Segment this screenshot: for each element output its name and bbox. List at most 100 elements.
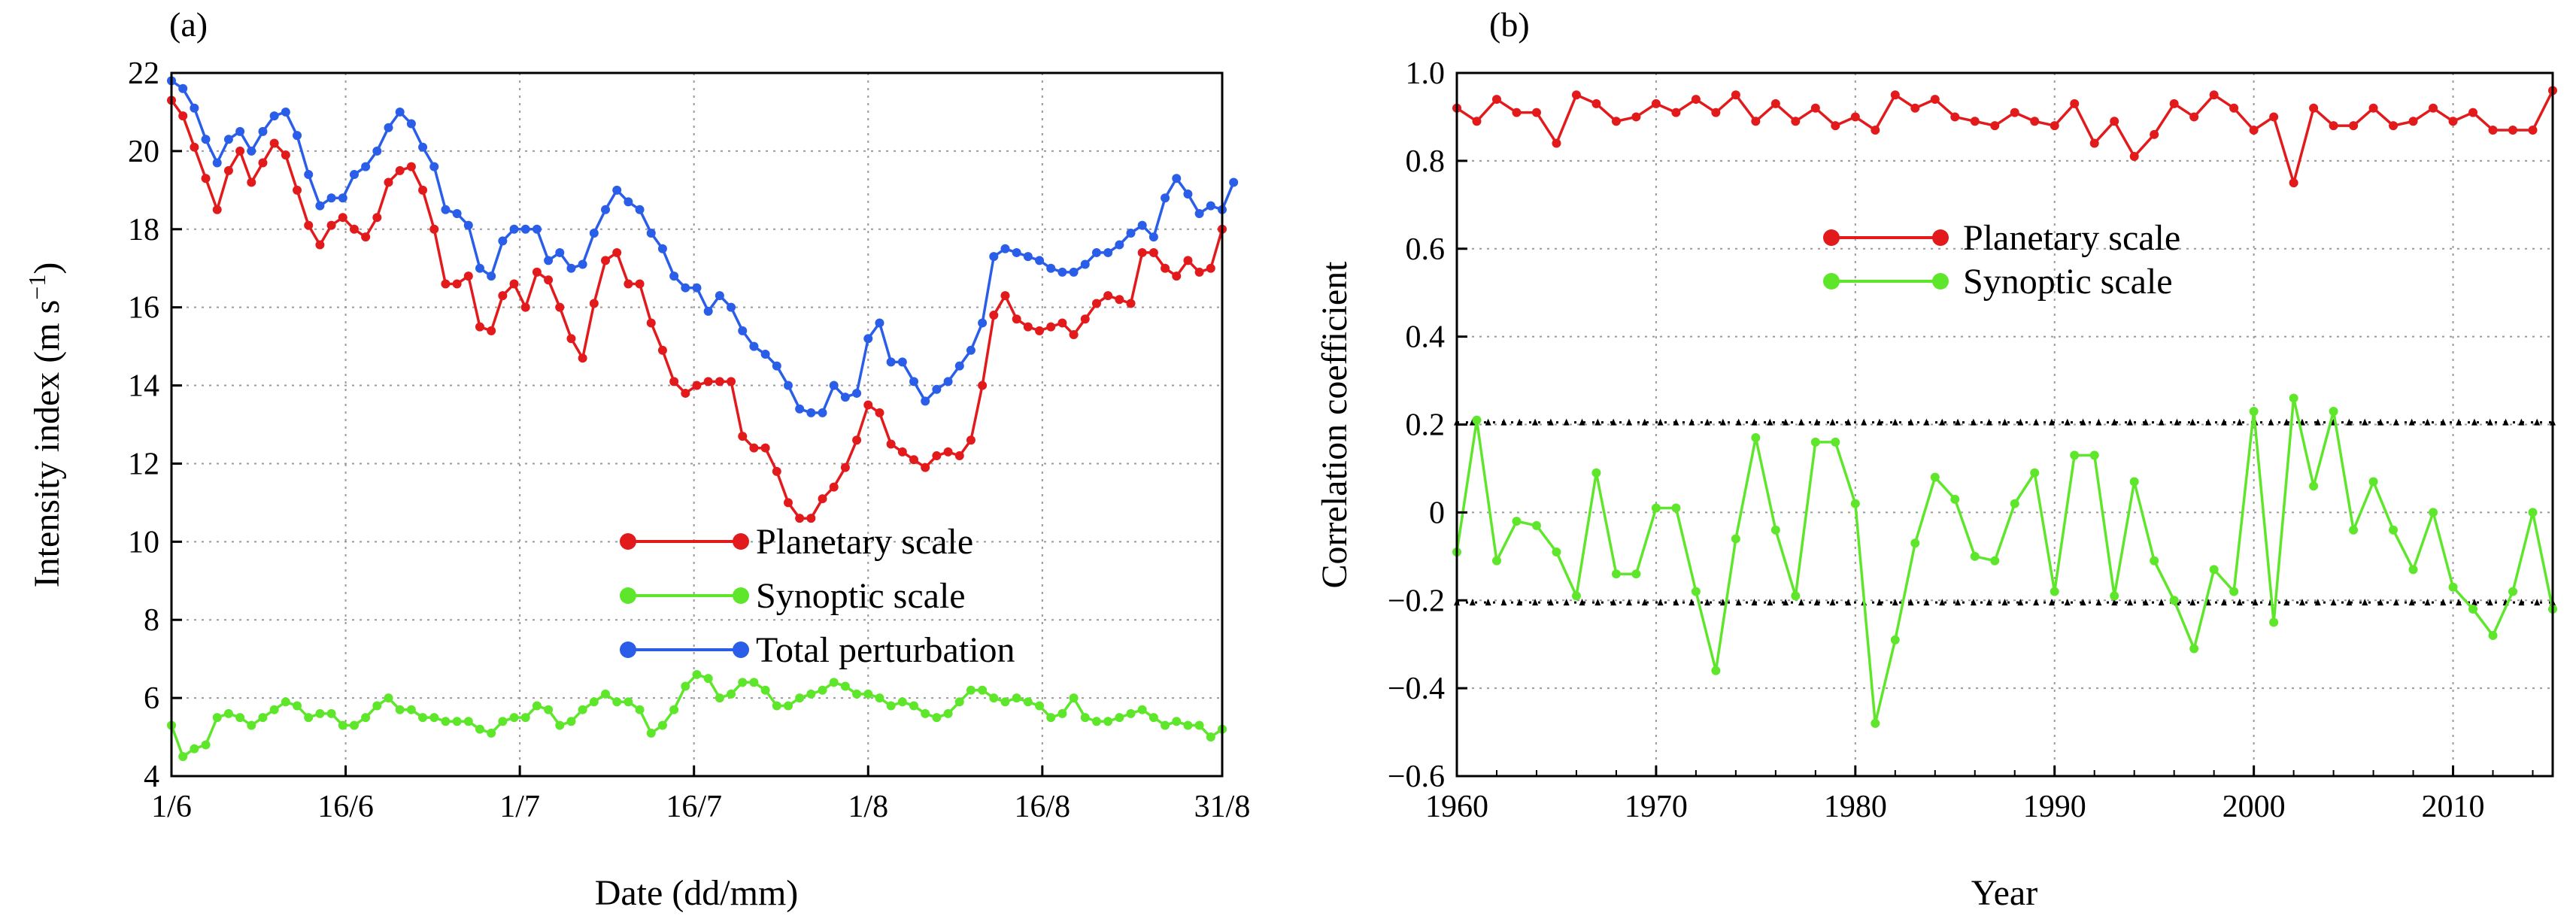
data-point xyxy=(1950,112,1960,122)
significance-marker xyxy=(2064,599,2071,606)
data-point xyxy=(178,752,188,762)
data-point xyxy=(201,135,211,144)
data-point xyxy=(2229,587,2239,596)
data-point xyxy=(361,232,371,242)
data-point xyxy=(772,701,781,711)
data-point xyxy=(475,263,484,273)
panel-a-plot-frame xyxy=(170,71,1224,778)
significance-marker xyxy=(1704,418,1711,426)
data-point xyxy=(406,119,416,129)
data-point xyxy=(463,717,473,726)
data-point xyxy=(2488,125,2498,135)
data-point xyxy=(315,708,325,718)
data-point xyxy=(1850,499,1860,508)
panel-a-series xyxy=(167,76,1239,762)
data-point xyxy=(395,165,405,175)
significance-marker xyxy=(2111,599,2118,606)
significance-marker xyxy=(2252,599,2259,606)
data-point xyxy=(1810,103,1820,113)
data-point xyxy=(1552,547,1561,557)
data-point xyxy=(532,701,542,711)
data-point xyxy=(1194,209,1204,218)
significance-marker xyxy=(2440,418,2447,426)
data-point xyxy=(349,224,359,234)
data-point xyxy=(806,514,816,523)
significance-marker xyxy=(1610,599,1617,606)
data-point xyxy=(1046,713,1056,723)
data-point xyxy=(372,701,382,711)
data-point xyxy=(1103,247,1113,257)
y-tick-label: 1.0 xyxy=(1406,56,1446,91)
y-tick-label: 20 xyxy=(128,135,159,169)
significance-marker xyxy=(2502,418,2509,426)
data-point xyxy=(1069,693,1079,703)
data-point xyxy=(1791,117,1801,126)
data-point xyxy=(258,158,268,168)
data-point xyxy=(418,185,428,195)
significance-marker xyxy=(1970,418,1977,426)
x-tick-label: 1/8 xyxy=(848,790,888,824)
data-point xyxy=(921,708,930,718)
y-tick-label: 0.6 xyxy=(1406,232,1446,267)
data-point xyxy=(1035,256,1045,265)
data-point xyxy=(2528,508,2538,517)
significance-marker xyxy=(1673,418,1679,426)
data-point xyxy=(1571,591,1581,601)
data-point xyxy=(1126,708,1136,718)
significance-marker xyxy=(1704,599,1711,606)
data-point xyxy=(258,126,268,136)
significance-marker xyxy=(2048,599,2055,606)
significance-marker xyxy=(1876,599,1883,606)
significance-marker xyxy=(1735,599,1742,606)
data-point xyxy=(475,724,484,734)
data-point xyxy=(1831,437,1840,447)
data-point xyxy=(498,236,508,246)
data-point xyxy=(532,224,542,234)
panel-a-y-axis-label: Intensity index (m s−1) xyxy=(23,262,67,588)
data-point xyxy=(1751,117,1761,126)
data-point xyxy=(1172,717,1182,726)
data-point xyxy=(452,279,462,289)
data-point xyxy=(578,705,587,714)
data-point xyxy=(1057,267,1067,277)
significance-marker xyxy=(1986,418,1992,426)
data-point xyxy=(1671,108,1681,117)
data-point xyxy=(2448,582,2458,592)
data-point xyxy=(657,244,667,253)
panel-a-label: (a) xyxy=(169,5,208,44)
data-point xyxy=(1161,193,1170,203)
significance-marker xyxy=(2236,418,2243,426)
data-point xyxy=(909,455,919,465)
legend-marker xyxy=(733,533,749,550)
significance-marker xyxy=(1579,418,1585,426)
data-point xyxy=(1770,99,1780,108)
data-point xyxy=(1206,201,1215,211)
legend-marker xyxy=(1823,229,1840,246)
data-point xyxy=(760,685,770,695)
data-point xyxy=(406,705,416,714)
data-point xyxy=(1161,263,1170,273)
y-tick-label: 6 xyxy=(144,681,159,716)
data-point xyxy=(2010,108,2019,117)
data-point xyxy=(818,408,827,417)
x-tick-label: 16/8 xyxy=(1015,790,1071,824)
data-point xyxy=(281,697,290,707)
significance-marker xyxy=(2392,418,2399,426)
data-point xyxy=(2030,117,2040,126)
data-point xyxy=(772,361,781,371)
data-point xyxy=(989,693,999,703)
data-point xyxy=(783,381,793,390)
y-tick-label: 0.2 xyxy=(1406,408,1446,443)
significance-marker xyxy=(2017,599,2024,606)
data-point xyxy=(315,240,325,250)
significance-marker xyxy=(1907,599,1914,606)
data-point xyxy=(429,162,439,171)
data-point xyxy=(681,681,690,691)
significance-marker xyxy=(2158,599,2165,606)
data-point xyxy=(1161,720,1170,730)
data-point xyxy=(349,170,359,180)
data-point xyxy=(326,220,336,230)
y-tick-label: 10 xyxy=(128,525,159,560)
x-tick-label: 1960 xyxy=(1425,790,1488,824)
